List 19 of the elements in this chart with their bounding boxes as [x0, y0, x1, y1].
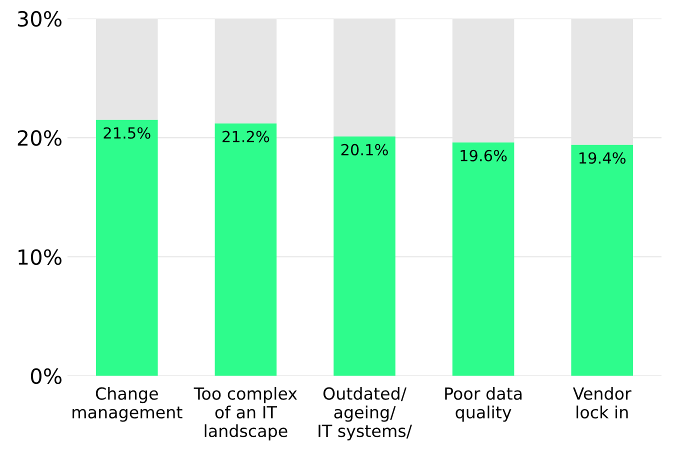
y-tick-label: 10%	[18, 249, 62, 265]
data-label: 21.5%	[104, 127, 150, 139]
bar	[214, 123, 277, 376]
y-tick-label: 0%	[30, 368, 62, 384]
x-tick-label: Too complex of an IT landscape	[194, 386, 297, 440]
x-tick-label: Outdated/ ageing/ IT systems/	[318, 386, 412, 440]
bar	[96, 120, 158, 376]
bar	[452, 142, 514, 376]
data-label: 19.6%	[460, 150, 507, 162]
bar	[334, 136, 396, 376]
data-label: 20.1%	[341, 144, 388, 156]
x-tick-label: Poor data quality	[445, 386, 522, 422]
data-label: 19.4%	[580, 152, 626, 164]
x-tick-label: Vendor lock in	[572, 386, 632, 419]
y-tick-label: 20%	[18, 130, 62, 146]
y-tick-label: 30%	[18, 11, 62, 27]
bar	[571, 144, 633, 376]
data-label: 21.2%	[222, 130, 270, 142]
x-tick-label: Change management	[72, 386, 182, 422]
